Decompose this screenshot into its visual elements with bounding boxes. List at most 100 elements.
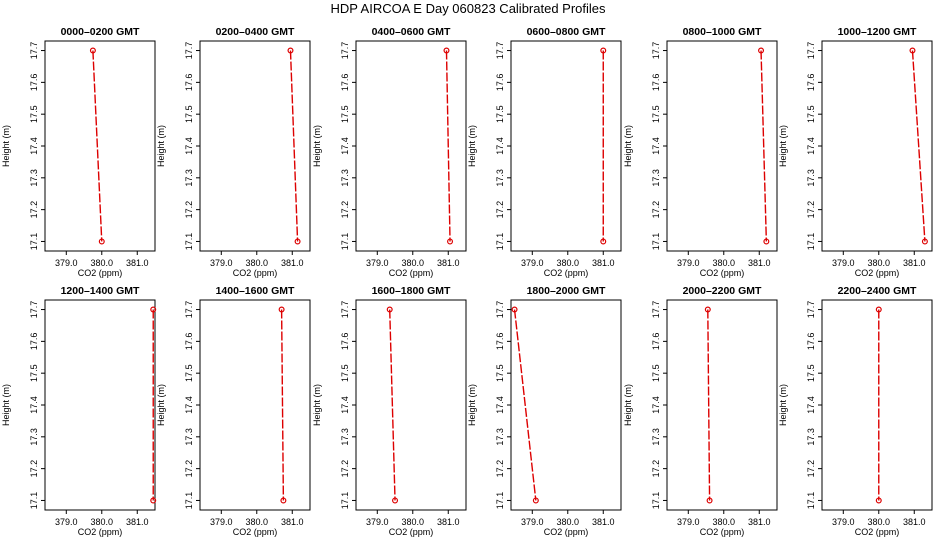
y-tick-label: 17.7 xyxy=(651,301,661,319)
profile-line xyxy=(445,50,451,242)
x-tick-label: 380.0 xyxy=(91,258,114,268)
plot-frame xyxy=(666,40,778,252)
profile-point xyxy=(280,497,287,504)
panel-title: 1000–1200 GMT xyxy=(838,26,917,38)
y-tick-label: 17.1 xyxy=(29,492,39,510)
panel-4: 0800–1000 GMT 379.0 380.0 381.0 17.1 17.2 17.3… xyxy=(623,26,778,278)
panel-1: 0200–0400 GMT 379.0 380.0 381.0 17.1 17.2 17.3… xyxy=(156,26,311,278)
x-tick-label: 380.0 xyxy=(868,258,891,268)
y-tick-label: 17.5 xyxy=(495,364,505,382)
profile-point xyxy=(600,47,607,54)
panel-11: 2200–2400 GMT 379.0 380.0 381.0 17.1 17.2 17.3… xyxy=(778,285,933,537)
y-axis-label: Height (m) xyxy=(1,125,11,167)
profile-point xyxy=(150,497,157,504)
profile-point xyxy=(278,306,285,313)
y-tick-label: 17.5 xyxy=(29,364,39,382)
y-axis-label: Height (m) xyxy=(156,384,166,426)
x-tick-label: 379.0 xyxy=(55,517,78,527)
y-tick-label: 17.7 xyxy=(495,301,505,319)
x-axis-label: CO2 (ppm) xyxy=(78,268,123,278)
panel-3: 0600–0800 GMT 379.0 380.0 381.0 17.1 17.2 17.3… xyxy=(467,26,622,278)
x-tick-label: 381.0 xyxy=(126,258,149,268)
x-tick-label: 379.0 xyxy=(366,517,389,527)
panel-0: 0000–0200 GMT 379.0 380.0 381.0 17.1 17.2 17.3… xyxy=(1,26,156,278)
x-axis-label: CO2 (ppm) xyxy=(233,527,278,537)
profile-line xyxy=(707,309,711,501)
y-tick-label: 17.1 xyxy=(806,233,816,251)
y-tick-label: 17.6 xyxy=(806,333,816,351)
profile-point xyxy=(287,47,294,54)
y-tick-label: 17.4 xyxy=(184,137,194,155)
y-tick-label: 17.2 xyxy=(340,460,350,478)
profile-line xyxy=(289,50,299,242)
x-tick-label: 381.0 xyxy=(748,258,771,268)
profile-point xyxy=(386,306,393,313)
y-tick-label: 17.5 xyxy=(806,105,816,123)
profile-point xyxy=(443,47,450,54)
y-axis-label: Height (m) xyxy=(312,384,322,426)
x-tick-label: 380.0 xyxy=(557,258,580,268)
y-tick-label: 17.3 xyxy=(495,428,505,446)
x-axis-label: CO2 (ppm) xyxy=(855,268,900,278)
profile-point xyxy=(875,497,882,504)
y-tick-label: 17.7 xyxy=(184,301,194,319)
y-tick-label: 17.7 xyxy=(651,42,661,60)
x-axis-label: CO2 (ppm) xyxy=(544,268,589,278)
y-tick-label: 17.1 xyxy=(340,233,350,251)
y-axis-label: Height (m) xyxy=(156,125,166,167)
x-tick-label: 379.0 xyxy=(521,517,544,527)
y-tick-label: 17.1 xyxy=(29,233,39,251)
x-tick-label: 381.0 xyxy=(281,258,304,268)
profile-point xyxy=(511,306,518,313)
x-tick-label: 381.0 xyxy=(903,258,926,268)
y-tick-label: 17.4 xyxy=(29,137,39,155)
x-tick-label: 380.0 xyxy=(246,258,269,268)
y-tick-label: 17.7 xyxy=(495,42,505,60)
y-tick-label: 17.7 xyxy=(340,301,350,319)
y-tick-label: 17.2 xyxy=(29,201,39,219)
profile-line xyxy=(760,50,768,242)
x-tick-label: 379.0 xyxy=(55,258,78,268)
panel-title: 2000–2200 GMT xyxy=(683,285,762,297)
profile-point xyxy=(447,238,454,245)
y-axis-label: Height (m) xyxy=(623,125,633,167)
profile-line xyxy=(911,50,926,242)
x-tick-label: 381.0 xyxy=(592,258,615,268)
y-tick-label: 17.5 xyxy=(184,364,194,382)
y-tick-label: 17.2 xyxy=(495,201,505,219)
y-tick-label: 17.3 xyxy=(651,428,661,446)
y-tick-label: 17.2 xyxy=(184,201,194,219)
y-tick-label: 17.6 xyxy=(184,74,194,92)
profile-point xyxy=(150,306,157,313)
y-tick-label: 17.4 xyxy=(340,396,350,414)
panel-8: 1600–1800 GMT 379.0 380.0 381.0 17.1 17.2 17.3… xyxy=(312,285,467,537)
y-tick-label: 17.4 xyxy=(184,396,194,414)
x-tick-label: 379.0 xyxy=(210,258,233,268)
y-tick-label: 17.1 xyxy=(495,492,505,510)
x-axis-label: CO2 (ppm) xyxy=(855,527,900,537)
y-tick-label: 17.6 xyxy=(651,333,661,351)
y-tick-label: 17.3 xyxy=(184,428,194,446)
y-tick-label: 17.5 xyxy=(806,364,816,382)
y-axis-label: Height (m) xyxy=(623,384,633,426)
profile-point xyxy=(89,47,96,54)
y-tick-label: 17.5 xyxy=(495,105,505,123)
panel-10: 2000–2200 GMT 379.0 380.0 381.0 17.1 17.2 17.3… xyxy=(623,285,778,537)
y-tick-label: 17.3 xyxy=(29,169,39,187)
x-axis-label: CO2 (ppm) xyxy=(544,527,589,537)
y-tick-label: 17.4 xyxy=(806,137,816,155)
y-tick-label: 17.1 xyxy=(184,233,194,251)
profile-point xyxy=(704,306,711,313)
panel-7: 1400–1600 GMT 379.0 380.0 381.0 17.1 17.2 17.3… xyxy=(156,285,311,537)
panel-9: 1800–2000 GMT 379.0 380.0 381.0 17.1 17.2 17.3… xyxy=(467,285,622,537)
x-axis-label: CO2 (ppm) xyxy=(78,527,123,537)
y-tick-label: 17.2 xyxy=(806,201,816,219)
y-tick-label: 17.4 xyxy=(495,137,505,155)
y-tick-label: 17.3 xyxy=(29,428,39,446)
y-tick-label: 17.2 xyxy=(495,460,505,478)
profile-line xyxy=(389,309,396,501)
x-tick-label: 380.0 xyxy=(246,517,269,527)
y-tick-label: 17.7 xyxy=(340,42,350,60)
x-axis-label: CO2 (ppm) xyxy=(389,268,434,278)
